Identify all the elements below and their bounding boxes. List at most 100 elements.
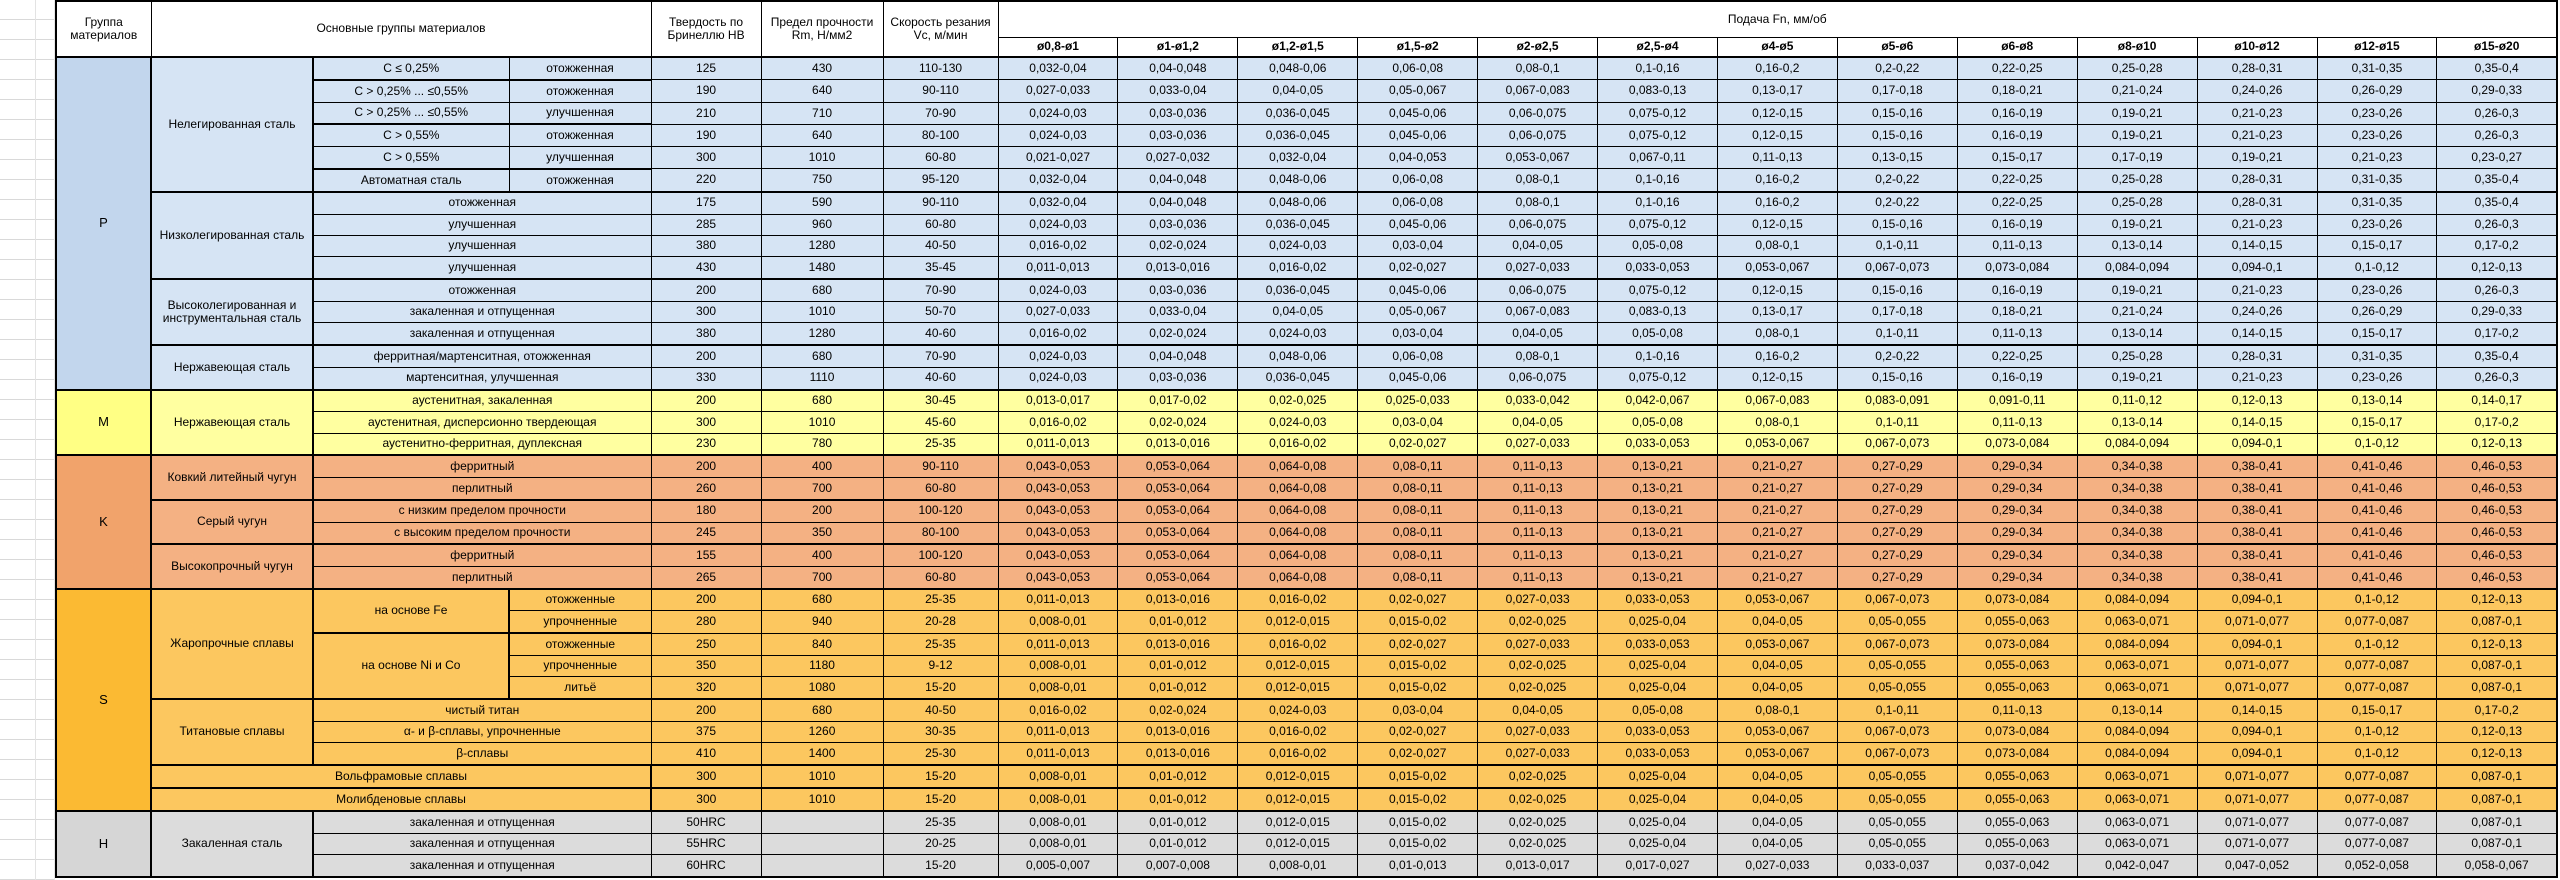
material-label-cell: с низким пределом прочности — [312, 498, 652, 523]
feed-cell: 0,043-0,053 — [997, 454, 1119, 479]
feed-cell: 0,094-0,1 — [2196, 742, 2318, 766]
feed-cell: 0,045-0,06 — [1357, 366, 1479, 391]
strength-cell: 940 — [760, 610, 884, 634]
feed-cell: 0,17-0,2 — [2436, 411, 2558, 434]
feed-cell: 0,26-0,29 — [2316, 300, 2438, 324]
feed-cell: 0,12-0,15 — [1716, 213, 1838, 236]
feed-cell: 0,35-0,4 — [2436, 168, 2558, 193]
feed-cell: 0,35-0,4 — [2436, 190, 2558, 215]
speed-cell: 100-120 — [882, 543, 999, 568]
hardness-cell: 265 — [650, 565, 762, 590]
feed-cell: 0,04-0,053 — [1357, 146, 1479, 170]
feed-cell: 0,41-0,46 — [2316, 521, 2438, 545]
strength-cell: 1010 — [760, 763, 884, 789]
hardness-cell: 330 — [650, 366, 762, 391]
table-row: улучшенная 285 960 60-80 0,024-0,03 0,03-0,03… — [56, 213, 2558, 236]
feed-cell: 0,16-0,19 — [1956, 278, 2078, 302]
feed-cell: 0,01-0,013 — [1357, 854, 1479, 878]
feed-cell: 0,033-0,04 — [1117, 300, 1239, 324]
feed-cell: 0,23-0,26 — [2316, 366, 2438, 391]
material-label-cell: чистый титан — [312, 698, 652, 722]
feed-cell: 0,027-0,033 — [997, 300, 1119, 324]
feed-cell: 0,06-0,075 — [1477, 213, 1599, 236]
diameter-header-cell: ø2-ø2,5 — [1477, 36, 1599, 58]
feed-cell: 0,02-0,025 — [1477, 610, 1599, 634]
feed-cell: 0,077-0,087 — [2316, 763, 2438, 789]
feed-cell: 0,27-0,29 — [1836, 521, 1958, 545]
speed-cell: 95-120 — [882, 168, 999, 193]
feed-cell: 0,043-0,053 — [997, 521, 1119, 545]
feed-cell: 0,19-0,21 — [2076, 278, 2198, 302]
hardness-cell: 300 — [650, 786, 762, 812]
feed-cell: 0,1-0,11 — [1836, 698, 1958, 722]
feed-cell: 0,087-0,1 — [2436, 654, 2558, 678]
feed-cell: 0,34-0,38 — [2076, 565, 2198, 590]
speed-cell: 70-90 — [882, 278, 999, 302]
feed-cell: 0,025-0,04 — [1597, 809, 1718, 834]
feed-cell: 0,11-0,13 — [1477, 543, 1599, 568]
feed-cell: 0,027-0,033 — [1477, 632, 1599, 656]
feed-cell: 0,077-0,087 — [2316, 786, 2438, 812]
material-label-cell: Вольфрамовые сплавы — [149, 763, 653, 789]
material-label-cell: закаленная и отпущенная — [312, 322, 652, 346]
feed-cell: 0,19-0,21 — [2076, 101, 2198, 125]
speed-cell: 25-30 — [882, 742, 999, 766]
feed-cell: 0,11-0,13 — [1716, 146, 1838, 170]
feed-cell: 0,03-0,04 — [1357, 234, 1479, 258]
feed-cell: 0,1-0,16 — [1597, 168, 1718, 193]
feed-cell: 0,16-0,19 — [1956, 123, 2078, 148]
feed-cell: 0,067-0,073 — [1836, 632, 1958, 656]
strength-cell: 1260 — [760, 720, 884, 744]
feed-cell: 0,008-0,01 — [997, 610, 1119, 634]
feed-cell: 0,04-0,05 — [1716, 610, 1838, 634]
feed-cell: 0,036-0,045 — [1237, 278, 1359, 302]
hardness-cell: 250 — [650, 632, 762, 656]
header-hardness: Твердость по Бринеллю HB — [650, 0, 762, 58]
feed-cell: 0,073-0,084 — [1956, 256, 2078, 280]
feed-cell: 0,032-0,04 — [997, 190, 1119, 215]
feed-cell: 0,13-0,21 — [1597, 477, 1718, 501]
feed-cell: 0,087-0,1 — [2436, 809, 2558, 834]
hardness-cell: 430 — [650, 256, 762, 280]
feed-cell: 0,011-0,013 — [997, 256, 1119, 280]
feed-cell: 0,41-0,46 — [2316, 454, 2438, 479]
hardness-cell: 50HRC — [650, 809, 762, 834]
hardness-cell: 200 — [650, 278, 762, 302]
feed-cell: 0,23-0,26 — [2316, 213, 2438, 236]
feed-cell: 0,38-0,41 — [2196, 477, 2318, 501]
feed-cell: 0,03-0,036 — [1117, 213, 1239, 236]
diameter-header-cell: ø12-ø15 — [2316, 36, 2438, 58]
feed-cell: 0,027-0,032 — [1117, 146, 1239, 170]
feed-cell: 0,11-0,13 — [1956, 411, 2078, 434]
feed-cell: 0,38-0,41 — [2196, 565, 2318, 590]
strength-cell — [760, 809, 884, 834]
feed-cell: 0,23-0,26 — [2316, 123, 2438, 148]
feed-cell: 0,1-0,11 — [1836, 234, 1958, 258]
feed-cell: 0,26-0,3 — [2436, 101, 2558, 125]
feed-cell: 0,2-0,22 — [1836, 56, 1958, 81]
feed-cell: 0,06-0,08 — [1357, 190, 1479, 215]
feed-cell: 0,1-0,16 — [1597, 344, 1718, 368]
feed-cell: 0,27-0,29 — [1836, 498, 1958, 523]
feed-cell: 0,26-0,3 — [2436, 366, 2558, 391]
feed-cell: 0,05-0,055 — [1836, 610, 1958, 634]
feed-cell: 0,016-0,02 — [1237, 432, 1359, 456]
feed-cell: 0,1-0,11 — [1836, 322, 1958, 346]
feed-cell: 0,024-0,03 — [997, 213, 1119, 236]
feed-cell: 0,31-0,35 — [2316, 190, 2438, 215]
feed-cell: 0,084-0,094 — [2076, 742, 2198, 766]
feed-cell: 0,29-0,33 — [2436, 300, 2558, 324]
feed-cell: 0,46-0,53 — [2436, 477, 2558, 501]
feed-cell: 0,024-0,03 — [997, 278, 1119, 302]
feed-cell: 0,033-0,042 — [1477, 388, 1599, 413]
material-label-cell: отожженная — [508, 56, 652, 81]
feed-cell: 0,063-0,071 — [2076, 786, 2198, 812]
strength-cell: 1280 — [760, 322, 884, 346]
material-label-cell: Нержавеющая сталь — [150, 388, 314, 457]
feed-cell: 0,02-0,025 — [1477, 676, 1599, 700]
feed-cell: 0,16-0,19 — [1956, 101, 2078, 125]
speed-cell: 30-45 — [882, 388, 999, 413]
feed-cell: 0,21-0,24 — [2076, 300, 2198, 324]
feed-cell: 0,063-0,071 — [2076, 832, 2198, 856]
feed-cell: 0,04-0,048 — [1117, 168, 1239, 193]
